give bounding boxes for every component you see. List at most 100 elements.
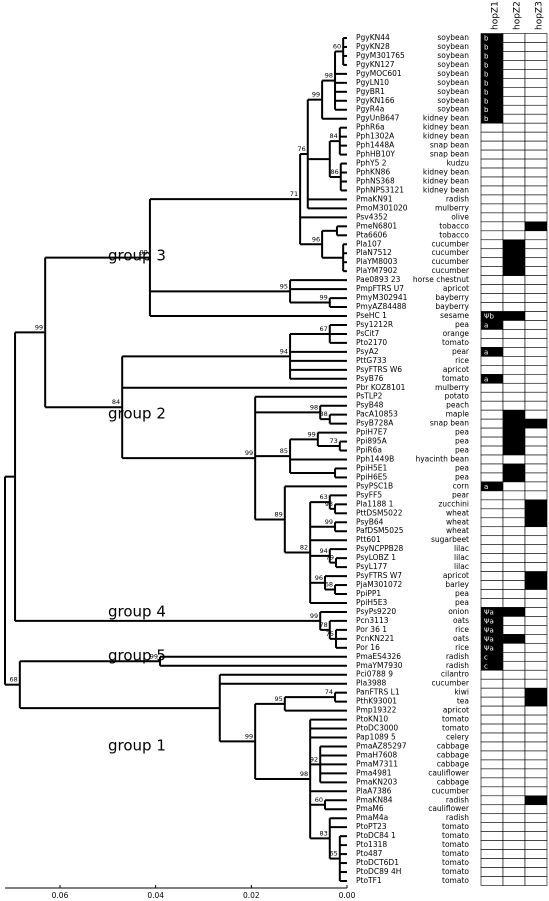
hopz-cell [524,239,548,250]
strain-name: PsyA2 [356,347,379,356]
hopz-cell [480,804,504,815]
host-name: pea [455,437,469,446]
x-tick-label: 0.00 [339,891,356,900]
hopz-cell [524,589,548,599]
hopz-cell [524,158,548,169]
host-name: pea [455,472,469,481]
hopz-cell [502,723,526,734]
host-name: cucumber [431,786,469,795]
host-name: oats [453,616,469,625]
group-label: group 2 [108,405,166,423]
hopz-cell [480,867,504,877]
bootstrap: 89 [275,510,283,518]
hopz-cell [524,481,548,492]
hopz-cell [524,194,548,205]
hopz-cell [524,427,548,438]
strain-name: PlaN7512 [356,248,392,257]
hopz-cell [502,858,526,868]
hopz-cell [502,759,526,770]
hopz-cell [524,42,548,52]
x-tick-label: 0.04 [147,891,164,900]
host-name: hyacinth bean [415,454,469,463]
hopz-cell [502,257,526,267]
strain-name: PsyLOBZ 1 [356,553,396,562]
strain-name: PphNPS3121 [356,185,404,194]
host-name: tomato [442,849,469,858]
strain-name: Ppi895A [356,437,388,446]
strain-name: PthK93001 [356,697,397,706]
host-name: cauliflower [428,804,470,813]
hopz-cell [502,203,526,214]
host-name: tomato [442,831,469,840]
host-name: soybean [437,96,469,105]
strain-name: PmaAZ85297 [356,741,407,750]
hopz-label: b [484,106,489,114]
hopz-cell [524,329,548,339]
hopz-cell [480,562,504,572]
strain-name: Pcn3113 [356,616,389,625]
hopz-cell [502,472,526,483]
hopz-cell [502,750,526,761]
host-name: rice [455,643,469,652]
hopz-cell [502,194,526,205]
hopz-cell [502,768,526,779]
strain-name: PcnKN221 [356,634,394,643]
hopz-cell [480,158,504,169]
hopz-cell [502,212,526,223]
hopz-cell [502,580,526,590]
strain-name: PphNS368 [356,176,395,185]
host-name: apricot [443,706,469,715]
hopz-cell [480,203,504,214]
hopz-label: a [484,348,488,356]
strain-name: Psv4352 [356,212,388,221]
hopz-cell [524,78,548,88]
hopz-cell [502,777,526,788]
hopz-cell [480,553,504,563]
host-name: tobacco [439,221,469,230]
strain-name: PmoM301020 [356,203,408,212]
hopz-cell [524,723,548,734]
host-name: cauliflower [428,768,470,777]
hopz-cell [524,768,548,779]
bootstrap: 73 [330,437,338,445]
host-name: cucumber [431,257,469,266]
hopz-cell [480,472,504,483]
hopz-label: b [484,88,489,96]
hopz-cell [524,382,548,393]
hopz-cell [502,625,526,635]
hopz-cell [524,311,548,321]
hopz-cell [502,87,526,97]
strain-name: PgyM301765 [356,51,405,60]
host-name: apricot [443,284,469,293]
host-name: kidney bean [423,176,469,185]
hopz-cell [524,302,548,312]
hopz-cell [524,849,548,859]
hopz-cell [502,544,526,554]
hopz-cell [480,526,504,537]
hopz-cell [524,625,548,635]
hopz-cell [480,382,504,393]
host-name: lilac [454,553,469,562]
hopz-cell [502,409,526,420]
host-name: cucumber [431,239,469,248]
strain-name: PttG733 [356,356,387,365]
host-name: lilac [454,544,469,553]
hopz-cell [502,616,526,626]
strain-name: PsyPSC1B [356,481,393,490]
strain-name: Pla1188 1 [356,499,394,508]
hopz-cell [524,517,548,528]
hopz-cell [480,580,504,590]
hopz-cell [524,230,548,241]
strain-name: PpiH5E1 [356,463,388,472]
hopz-cell [480,669,504,680]
strain-name: PtoPT23 [356,822,387,831]
bootstrap: 76 [297,145,305,153]
hopz-cell [480,499,504,510]
hopz-cell [502,248,526,259]
host-name: apricot [443,571,469,580]
hopz-cell [502,553,526,563]
hopz-cell [502,813,526,823]
host-name: barley [445,580,469,589]
hopz-cell [524,400,548,411]
hopz-cell [502,284,526,294]
